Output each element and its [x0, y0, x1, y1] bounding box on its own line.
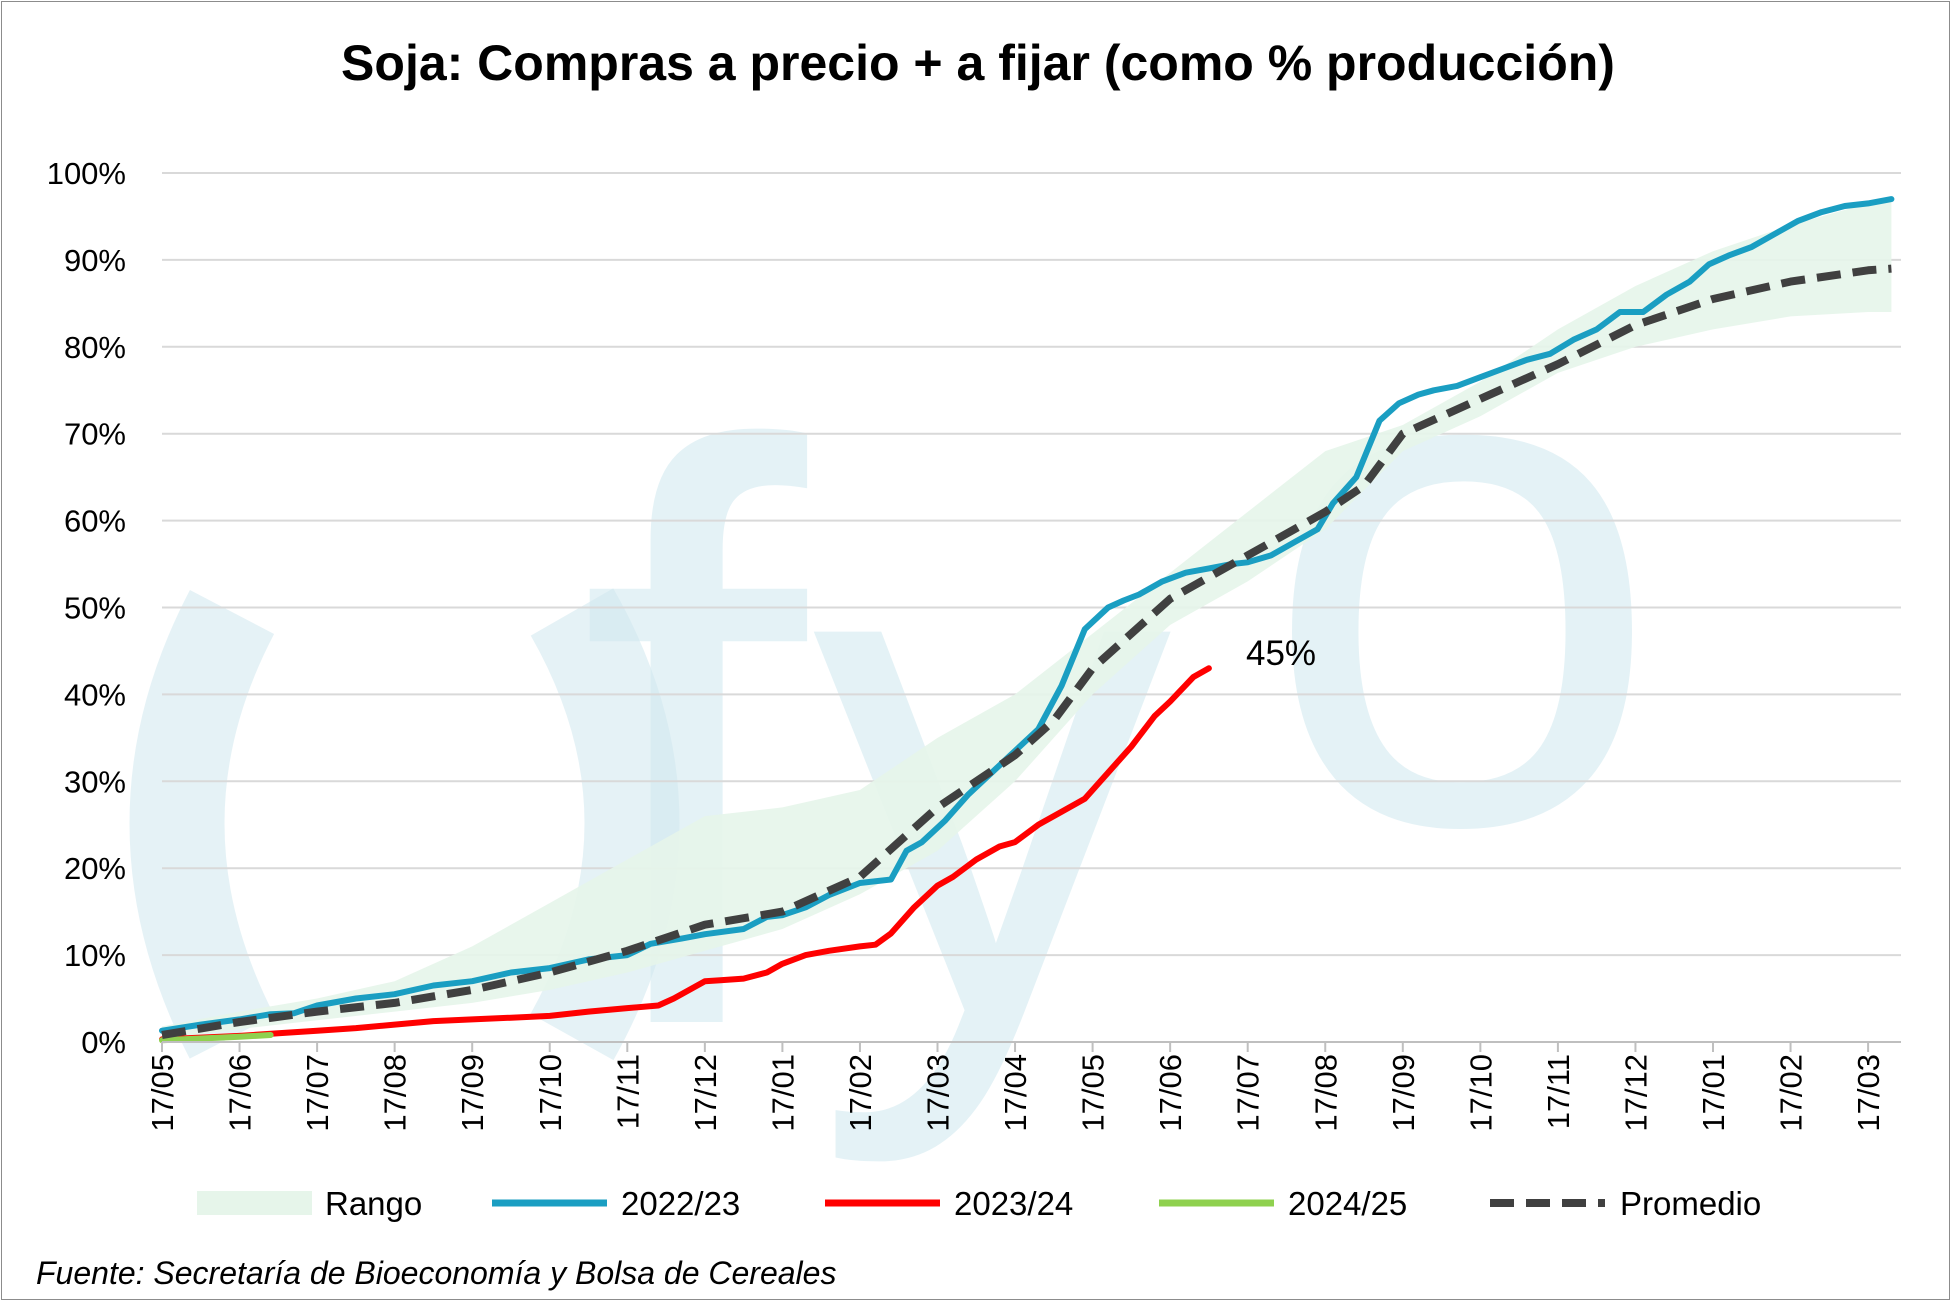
x-tick-label: 17/04: [998, 1054, 1033, 1132]
y-tick-label: 60%: [64, 504, 126, 539]
series-2023-24-line: [159, 665, 1212, 1043]
series-2024-25-line: [159, 1032, 274, 1044]
x-tick-label: 17/02: [1774, 1054, 1809, 1132]
grid: 0% 10% 20% 30% 40% 50% 60% 70% 80% 90% 100%: [47, 156, 1901, 1060]
legend-promedio-label: Promedio: [1620, 1185, 1761, 1222]
x-tick-label: 17/03: [921, 1054, 956, 1132]
legend-2022-23-label: 2022/23: [621, 1185, 740, 1222]
x-tick-label: 17/01: [1696, 1054, 1731, 1132]
x-tick-label: 17/10: [1463, 1054, 1498, 1132]
x-tick-label: 17/07: [300, 1054, 335, 1132]
x-tick-label: 17/01: [765, 1054, 800, 1132]
x-tick-label: 17/02: [843, 1054, 878, 1132]
axes: 17/05 17/06 17/07 17/08 17/09 17/10 17/11 17/12…: [145, 1041, 1901, 1132]
watermark-paren-left: [129, 589, 275, 1059]
x-tick-label: 17/09: [1386, 1054, 1421, 1132]
legend-2023-24: 2023/24: [825, 1185, 1073, 1222]
annotation-45-percent: 45%: [1246, 634, 1316, 673]
x-tick-label: 17/08: [378, 1054, 413, 1132]
legend-2023-24-label: 2023/24: [954, 1185, 1073, 1222]
y-tick-label: 30%: [64, 764, 126, 799]
watermark-letter-2: o: [1262, 170, 1662, 975]
y-tick-label: 50%: [64, 591, 126, 626]
y-tick-label: 90%: [64, 243, 126, 278]
y-tick-label: 40%: [64, 677, 126, 712]
legend: Rango 2022/23 2023/24 2024/25 Promedio: [197, 1185, 1761, 1222]
x-tick-label: 17/07: [1231, 1054, 1266, 1132]
x-tick-label: 17/11: [1541, 1054, 1576, 1129]
chart-title: Soja: Compras a precio + a fijar (como %…: [341, 35, 1615, 91]
series-area: [159, 196, 1895, 1044]
legend-rango: Rango: [197, 1185, 422, 1222]
legend-swatch-rango: [197, 1191, 312, 1215]
x-tick-label: 17/05: [1076, 1054, 1111, 1132]
x-tick-label: 17/05: [145, 1054, 180, 1132]
x-tick-label: 17/08: [1308, 1054, 1343, 1132]
x-tick-label: 17/10: [533, 1054, 568, 1132]
legend-2022-23: 2022/23: [492, 1185, 740, 1222]
x-tick-label: 17/06: [223, 1054, 258, 1132]
x-tick-label: 17/11: [610, 1054, 645, 1129]
y-tick-label: 70%: [64, 417, 126, 452]
y-tick-label: 80%: [64, 330, 126, 365]
y-tick-label: 0%: [81, 1025, 126, 1060]
legend-2024-25: 2024/25: [1159, 1185, 1407, 1222]
x-tick-label: 17/12: [688, 1054, 723, 1132]
legend-2024-25-label: 2024/25: [1288, 1185, 1407, 1222]
y-tick-label: 20%: [64, 851, 126, 886]
legend-promedio: Promedio: [1490, 1185, 1761, 1222]
x-tick-label: 17/12: [1618, 1054, 1653, 1132]
source-note: Fuente: Secretaría de Bioeconomía y Bols…: [36, 1255, 836, 1291]
series-promedio-line: [161, 264, 1892, 1039]
x-tick-label: 17/09: [455, 1054, 490, 1132]
x-tick-label: 17/03: [1851, 1054, 1886, 1132]
x-tick-label: 17/06: [1153, 1054, 1188, 1132]
y-tick-label: 100%: [47, 156, 126, 191]
legend-rango-label: Rango: [325, 1185, 422, 1222]
y-tick-label: 10%: [64, 938, 126, 973]
